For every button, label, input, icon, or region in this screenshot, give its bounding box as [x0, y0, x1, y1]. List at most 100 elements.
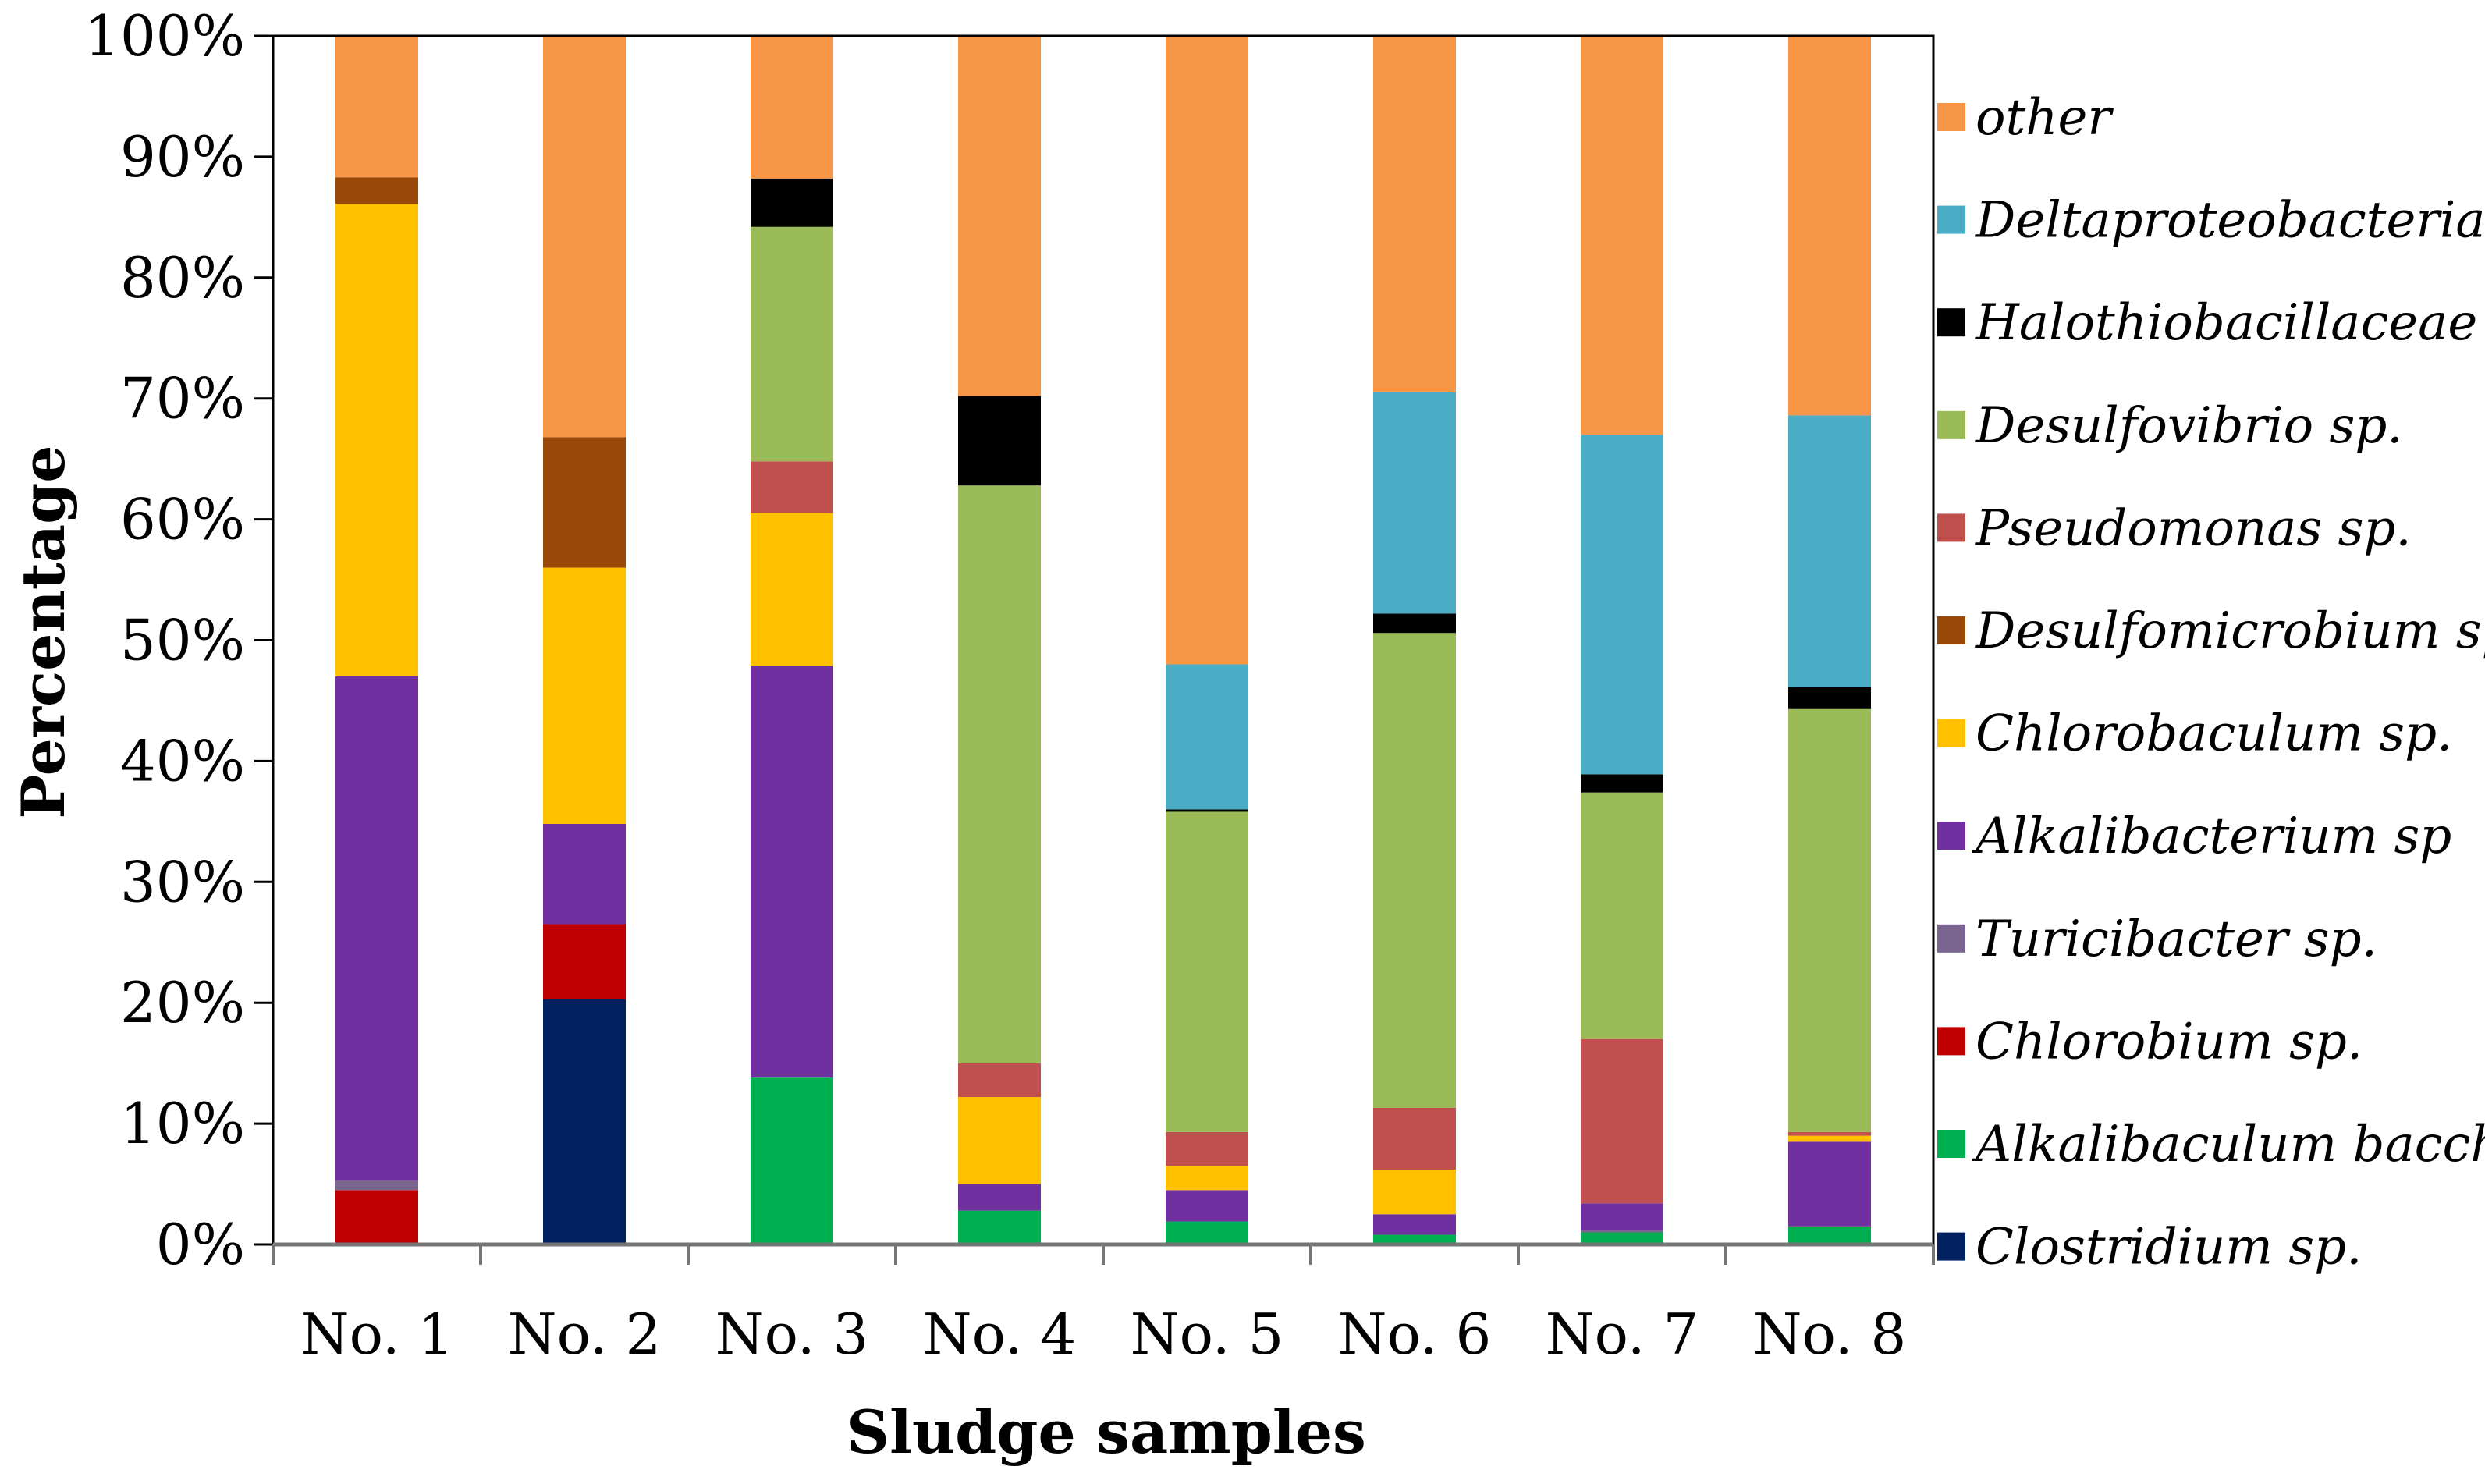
bar-segment [1166, 36, 1248, 665]
bar-segment [1373, 633, 1456, 1108]
y-tick-label: 50% [120, 608, 245, 673]
bar-segment [1166, 1221, 1248, 1244]
legend-swatch [1937, 924, 1965, 953]
legend-label: Turicibacter sp. [1976, 911, 2377, 968]
bar-segment [1788, 708, 1871, 1132]
bar-segment [1581, 1232, 1663, 1244]
legend-swatch [1937, 1027, 1965, 1056]
bar-segment [958, 1063, 1041, 1098]
bar-segment [335, 36, 418, 178]
bar-segment [958, 485, 1041, 1063]
legend-swatch [1937, 205, 1965, 234]
bar-segment [1581, 1038, 1663, 1204]
bar-segment [1788, 415, 1871, 687]
y-tick-label: 0% [156, 1212, 245, 1277]
bar-segment [1788, 1135, 1871, 1142]
bar-segment [751, 461, 833, 513]
bar-segment [1166, 1166, 1248, 1191]
bar-segment [751, 513, 833, 666]
legend-swatch [1937, 410, 1965, 439]
bar-segment [1373, 36, 1456, 392]
legend-label: Chlorobaculum sp. [1976, 705, 2452, 763]
bar-segment [1166, 1131, 1248, 1166]
y-tick-label: 20% [120, 970, 245, 1035]
legend-label: Desulfomicrobium sp. [1975, 602, 2485, 660]
bar-segment [543, 823, 626, 925]
bar-segment [1581, 774, 1663, 793]
y-tick-label: 90% [120, 124, 245, 190]
bar-segment [543, 924, 626, 999]
bar-segment [1581, 1230, 1663, 1233]
bar-segment [751, 36, 833, 179]
y-tick-label: 60% [120, 487, 245, 552]
legend-label: Clostridium sp. [1976, 1219, 2362, 1276]
bar-segment [1166, 664, 1248, 810]
bar-segment [543, 437, 626, 568]
bar-segment [1788, 1226, 1871, 1244]
bar-segment [335, 676, 418, 1180]
bar-segment [958, 36, 1041, 396]
x-tick-label: No. 8 [1753, 1301, 1907, 1367]
bar-segment [1788, 36, 1871, 416]
legend-label: Halothiobacillaceae [1975, 294, 2477, 352]
x-tick-label: No. 7 [1546, 1301, 1699, 1367]
bar-segment [543, 567, 626, 824]
bar-segment [958, 1210, 1041, 1244]
legend-swatch [1937, 308, 1965, 337]
bar-segment [1373, 1234, 1456, 1244]
legend-label: Chlorobium sp. [1976, 1013, 2363, 1070]
bars-group [335, 36, 1871, 1244]
legend-swatch [1937, 1130, 1965, 1158]
legend-label: Deltaproteobacteria [1975, 192, 2485, 250]
legend-swatch [1937, 822, 1965, 850]
x-tick-label: No. 2 [508, 1301, 662, 1367]
legend-swatch [1937, 719, 1965, 747]
bar-segment [335, 177, 418, 204]
bar-segment [958, 1097, 1041, 1184]
bar-segment [1581, 1203, 1663, 1230]
bar-segment [1373, 613, 1456, 634]
bar-segment [751, 666, 833, 1078]
plot-frame [272, 34, 1935, 1246]
bar-segment [1373, 1107, 1456, 1170]
axes-group: 0% 10% 20% 30% 40% 50% 60% 70% 80% 90% 100% No. 1 No… [84, 3, 1935, 1367]
y-tick-label: 70% [120, 366, 245, 431]
bar-segment [543, 36, 626, 438]
bar-segment [335, 204, 418, 676]
x-tick-label: No. 5 [1131, 1301, 1284, 1367]
bar-segment [543, 999, 626, 1244]
bar-segment [1581, 435, 1663, 775]
bar-segment [751, 178, 833, 227]
legend-label: Pseudomonas sp. [1975, 499, 2412, 557]
y-tick-label: 10% [120, 1091, 245, 1156]
legend-label: other [1976, 89, 2114, 147]
bar-segment [1788, 1131, 1871, 1136]
x-tick-label: No. 6 [1338, 1301, 1492, 1367]
bar-segment [1581, 792, 1663, 1039]
bar-segment [1581, 36, 1663, 435]
bar-segment [1166, 1190, 1248, 1222]
bar-segment [1788, 1141, 1871, 1227]
bar-segment [1166, 809, 1248, 812]
y-tick-label: 100% [84, 3, 245, 69]
y-axis-title: Percentage [9, 445, 78, 818]
bar-segment [1166, 811, 1248, 1132]
y-tick-label: 40% [120, 728, 245, 793]
x-tick-label: No. 4 [923, 1301, 1077, 1367]
bar-segment [1373, 392, 1456, 614]
y-tick-label: 80% [120, 245, 245, 311]
legend-swatch [1937, 513, 1965, 542]
legend-label: Alkalibaculum bacchi [1972, 1116, 2485, 1173]
bar-segment [335, 1180, 418, 1191]
legend-label: Alkalibacterium sp [1972, 808, 2451, 865]
legend-swatch [1937, 1232, 1965, 1261]
legend-label: Desulfovibrio sp. [1975, 397, 2403, 455]
bar-segment [751, 1077, 833, 1244]
legend: other Deltaproteobacteria Halothiobacillac… [1937, 89, 2485, 1276]
legend-swatch [1937, 616, 1965, 644]
bar-segment [1373, 1169, 1456, 1215]
legend-swatch [1937, 103, 1965, 131]
bar-segment [958, 1184, 1041, 1211]
y-tick-label: 30% [120, 849, 245, 914]
